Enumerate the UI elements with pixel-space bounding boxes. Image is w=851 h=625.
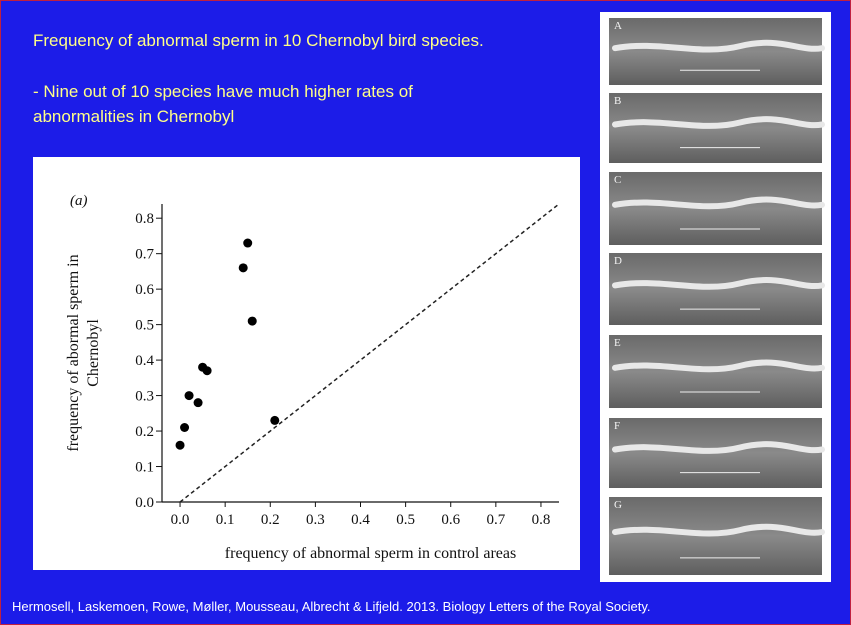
image-label: F bbox=[614, 420, 620, 432]
micrographs: A B C D E F G bbox=[609, 18, 825, 575]
x-tick-label: 0.4 bbox=[351, 512, 370, 528]
data-point bbox=[180, 423, 190, 432]
y-tick-label: 0.7 bbox=[135, 247, 154, 263]
y-tick-label: 0.0 bbox=[135, 495, 154, 511]
slide-title: Frequency of abnormal sperm in 10 Cherno… bbox=[33, 31, 484, 50]
x-tick-label: 0.0 bbox=[171, 512, 190, 528]
image-label: B bbox=[614, 95, 621, 107]
data-point bbox=[202, 366, 212, 376]
sperm-cell bbox=[612, 523, 825, 537]
data-point bbox=[184, 391, 194, 401]
sperm-cell bbox=[612, 359, 825, 373]
image-label: A bbox=[614, 20, 622, 32]
chart-panel bbox=[33, 157, 580, 570]
data-point bbox=[193, 398, 203, 408]
x-tick-label: 0.6 bbox=[441, 512, 460, 528]
citation: Hermosell, Laskemoen, Rowe, Møller, Mous… bbox=[12, 599, 651, 614]
data-point bbox=[247, 316, 257, 326]
x-tick-label: 0.1 bbox=[216, 512, 235, 528]
y-tick-label: 0.8 bbox=[135, 211, 154, 227]
y-tick-label: 0.2 bbox=[135, 424, 154, 440]
x-tick-label: 0.3 bbox=[306, 512, 325, 528]
x-tick-label: 0.2 bbox=[261, 512, 280, 528]
sperm-cell bbox=[612, 441, 825, 454]
sperm-cell bbox=[612, 39, 825, 53]
y-tick-label: 0.5 bbox=[135, 318, 154, 334]
data-point bbox=[270, 415, 280, 425]
data-point bbox=[175, 440, 185, 450]
sperm-cell bbox=[612, 196, 825, 210]
sperm-cell bbox=[612, 116, 825, 129]
identity-line bbox=[179, 203, 560, 503]
x-tick-label: 0.7 bbox=[486, 512, 505, 528]
y-tick-label: 0.4 bbox=[135, 353, 154, 369]
image-label: E bbox=[614, 337, 621, 349]
x-tick-label: 0.8 bbox=[532, 512, 551, 528]
y-axis-title: frequency of abormal sperm in bbox=[65, 254, 82, 451]
image-label: D bbox=[614, 255, 622, 267]
y-axis-title: Chernobyl bbox=[85, 319, 102, 387]
bullet-line: - Nine out of 10 species have much highe… bbox=[33, 82, 413, 101]
y-tick-label: 0.3 bbox=[135, 389, 154, 405]
sperm-cell bbox=[612, 277, 825, 290]
panel-label: (a) bbox=[70, 193, 88, 209]
x-axis-title: frequency of abnormal sperm in control a… bbox=[225, 545, 516, 562]
image-label: C bbox=[614, 174, 621, 186]
image-label: G bbox=[614, 499, 622, 511]
bullet-line: abnormalities in Chernobyl bbox=[33, 107, 234, 126]
x-tick-label: 0.5 bbox=[396, 512, 415, 528]
y-tick-label: 0.1 bbox=[135, 460, 154, 476]
y-tick-label: 0.6 bbox=[135, 282, 154, 298]
data-point bbox=[243, 238, 253, 248]
data-point bbox=[238, 263, 248, 273]
scatter-chart: 0.0 0.1 0.2 0.3 0.4 0.5 0.6 0.7 0.8 0.0 0.1 0.2 0.3 0… bbox=[65, 193, 560, 562]
